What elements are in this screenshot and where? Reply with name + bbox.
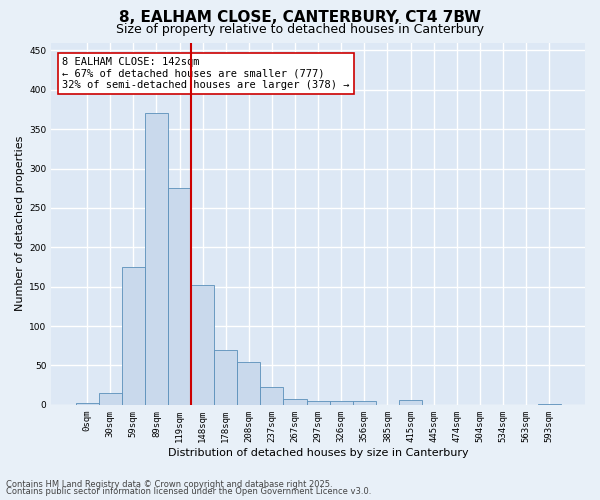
Bar bbox=[214, 350, 237, 405]
Bar bbox=[307, 401, 329, 405]
Bar bbox=[76, 404, 98, 405]
Bar bbox=[168, 188, 191, 405]
X-axis label: Distribution of detached houses by size in Canterbury: Distribution of detached houses by size … bbox=[168, 448, 469, 458]
Bar bbox=[237, 362, 260, 405]
Bar bbox=[538, 404, 561, 405]
Bar bbox=[353, 401, 376, 405]
Bar bbox=[191, 285, 214, 405]
Bar bbox=[399, 400, 422, 405]
Text: 8 EALHAM CLOSE: 142sqm
← 67% of detached houses are smaller (777)
32% of semi-de: 8 EALHAM CLOSE: 142sqm ← 67% of detached… bbox=[62, 57, 349, 90]
Text: 8, EALHAM CLOSE, CANTERBURY, CT4 7BW: 8, EALHAM CLOSE, CANTERBURY, CT4 7BW bbox=[119, 10, 481, 25]
Bar bbox=[122, 267, 145, 405]
Bar bbox=[260, 386, 283, 405]
Bar bbox=[98, 393, 122, 405]
Bar bbox=[283, 398, 307, 405]
Text: Contains HM Land Registry data © Crown copyright and database right 2025.: Contains HM Land Registry data © Crown c… bbox=[6, 480, 332, 489]
Y-axis label: Number of detached properties: Number of detached properties bbox=[15, 136, 25, 312]
Bar bbox=[329, 401, 353, 405]
Text: Size of property relative to detached houses in Canterbury: Size of property relative to detached ho… bbox=[116, 22, 484, 36]
Bar bbox=[145, 114, 168, 405]
Text: Contains public sector information licensed under the Open Government Licence v3: Contains public sector information licen… bbox=[6, 487, 371, 496]
